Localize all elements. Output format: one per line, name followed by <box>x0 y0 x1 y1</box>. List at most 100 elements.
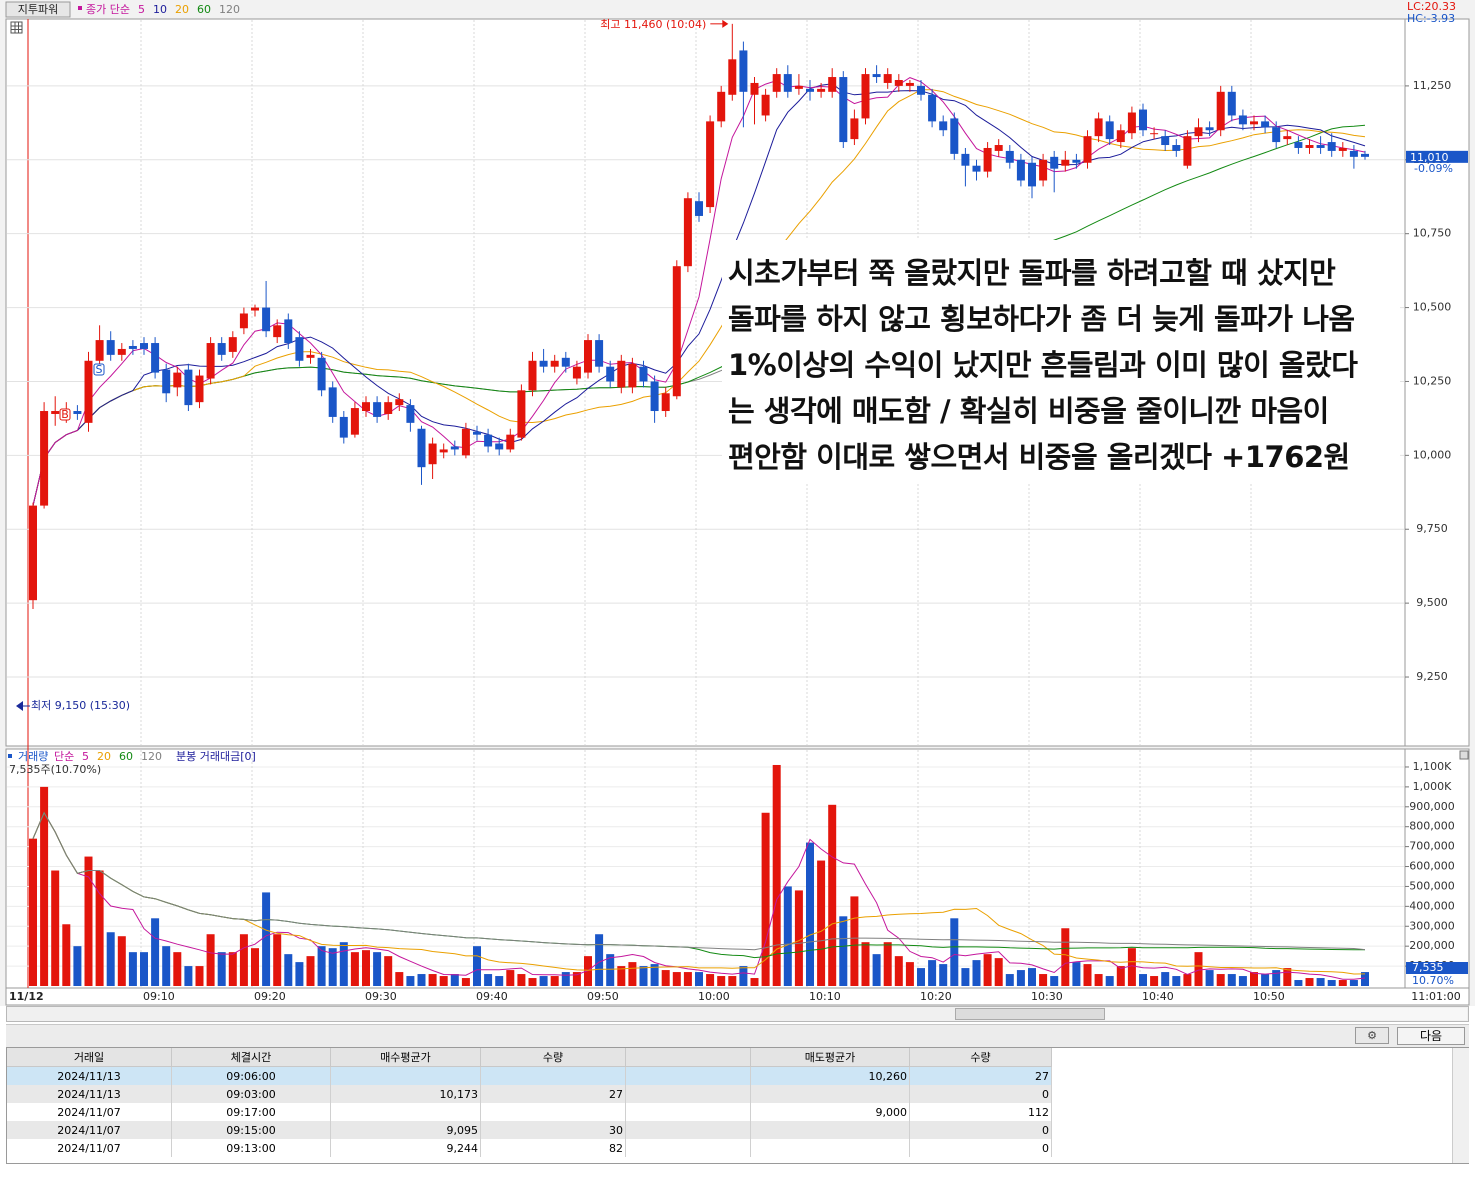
candle-body <box>184 369 193 406</box>
candle-body <box>1294 142 1303 148</box>
y-tick-label: 10,750 <box>1413 227 1452 240</box>
candle-body <box>1139 109 1147 131</box>
table-cell: 0 <box>909 1085 1052 1103</box>
x-tick-label: 10:30 <box>1031 990 1063 1003</box>
candle-body <box>1349 150 1358 157</box>
volume-bar <box>606 954 615 986</box>
volume-bar <box>328 948 337 986</box>
volume-bar <box>1172 976 1181 986</box>
volume-bar <box>850 896 859 986</box>
volume-bar <box>917 968 925 986</box>
volume-bar <box>539 976 548 986</box>
candle-body <box>817 88 826 92</box>
candle-body <box>173 372 182 388</box>
table-cell: 2024/11/13 <box>7 1066 172 1085</box>
candle-body <box>1039 159 1048 181</box>
volume-bar <box>739 966 748 986</box>
volume-bar <box>450 974 459 986</box>
y-tick-label: 9,250 <box>1416 670 1448 683</box>
candle-body <box>950 118 959 154</box>
candle-body <box>217 343 226 355</box>
candle-body <box>506 434 515 450</box>
candle-body <box>1361 153 1369 157</box>
candle-body <box>861 74 870 119</box>
legend-label: 종가 단순 <box>86 3 130 16</box>
volume-bar <box>239 934 248 986</box>
table-scrollbar[interactable] <box>1452 1048 1469 1163</box>
table-row[interactable]: 2024/11/07 09:15:00 9,095 30 0 <box>7 1121 1052 1139</box>
tab-label[interactable]: 지투파워 <box>18 3 58 16</box>
next-button[interactable]: 다음 <box>1397 1027 1465 1045</box>
table-cell: 82 <box>480 1139 626 1157</box>
x-tick-label: 09:20 <box>254 990 286 1003</box>
volume-bar <box>495 976 504 986</box>
settings-button[interactable]: ⚙ <box>1355 1027 1389 1044</box>
x-tick-label: 10:50 <box>1253 990 1285 1003</box>
candle-body <box>1205 127 1214 131</box>
table-row[interactable]: 2024/11/07 09:17:00 9,000 112 <box>7 1103 1052 1121</box>
candle-body <box>1105 121 1114 140</box>
table-cell <box>625 1139 751 1157</box>
volume-legend-entry: 60 <box>119 750 133 763</box>
table-cell <box>480 1103 626 1121</box>
volume-bar <box>817 860 826 986</box>
volume-bar <box>1227 974 1236 986</box>
tab-box[interactable] <box>5 1 71 18</box>
last-ratio: 10.70% <box>1412 974 1454 987</box>
x-tick-label: 09:40 <box>476 990 508 1003</box>
volume-bar <box>84 856 93 986</box>
table-cell: 30 <box>480 1121 626 1139</box>
y-tick-label: 10,000 <box>1413 448 1452 461</box>
table-cell: 112 <box>909 1103 1052 1121</box>
table-cell: 9,000 <box>750 1103 910 1121</box>
volume-bar <box>1083 964 1092 986</box>
volume-bar <box>184 966 193 986</box>
volume-bar <box>861 942 870 986</box>
volume-bar <box>528 978 537 986</box>
scroll-thumb[interactable] <box>955 1008 1105 1020</box>
table-cell: 2024/11/07 <box>7 1121 172 1139</box>
last-volume-box <box>1406 962 1468 974</box>
candle-body <box>1061 159 1070 166</box>
table-cell: 09:06:00 <box>171 1066 331 1085</box>
table-row[interactable]: 2024/11/07 09:13:00 9,244 82 0 <box>7 1139 1052 1157</box>
table-row[interactable]: 2024/11/13 09:03:00 10,173 27 0 <box>7 1085 1052 1103</box>
y-tick-label: 10,500 <box>1413 301 1452 314</box>
min-arrowhead <box>16 701 23 711</box>
candle-body <box>51 411 60 414</box>
candle-body <box>661 393 670 412</box>
candle-body <box>761 94 770 116</box>
volume-bar <box>750 978 759 986</box>
candle-body <box>273 325 282 338</box>
volume-bar <box>939 964 948 986</box>
candle-body <box>373 402 382 417</box>
table-row[interactable]: 2024/11/13 09:06:00 10,260 27 <box>7 1066 1052 1085</box>
volume-bar <box>1061 928 1070 986</box>
candle-body <box>1072 159 1081 163</box>
x-tick-label: 10:00 <box>698 990 730 1003</box>
volume-bar <box>905 962 914 986</box>
volume-bar <box>173 952 182 986</box>
volume-bar <box>550 976 559 986</box>
candle-body <box>1016 159 1025 181</box>
max-marker: 최고 11,460 (10:04) <box>600 18 706 31</box>
grid-icon[interactable] <box>10 21 23 34</box>
legend-entry: 120 <box>219 3 240 16</box>
volume-bar <box>1116 966 1125 986</box>
candle-body <box>917 85 925 95</box>
candle-body <box>750 82 759 95</box>
candle-body <box>350 408 359 435</box>
panel-toggle[interactable] <box>1459 750 1469 760</box>
buy-marker-box <box>59 408 71 421</box>
volume-bar <box>772 764 781 986</box>
y-tick-label: 600,000 <box>1409 860 1455 873</box>
volume-bar <box>950 918 959 986</box>
annotation-line: 편안함 이대로 쌓으면서 비중을 올리겠다 +1762원 <box>728 440 1350 474</box>
volume-bar <box>584 956 592 986</box>
volume-bar <box>1294 980 1303 986</box>
chart-tools[interactable] <box>1105 1008 1467 1020</box>
candle-body <box>84 360 93 423</box>
volume-ma-line <box>32 811 1366 975</box>
candle-body <box>1172 145 1181 151</box>
